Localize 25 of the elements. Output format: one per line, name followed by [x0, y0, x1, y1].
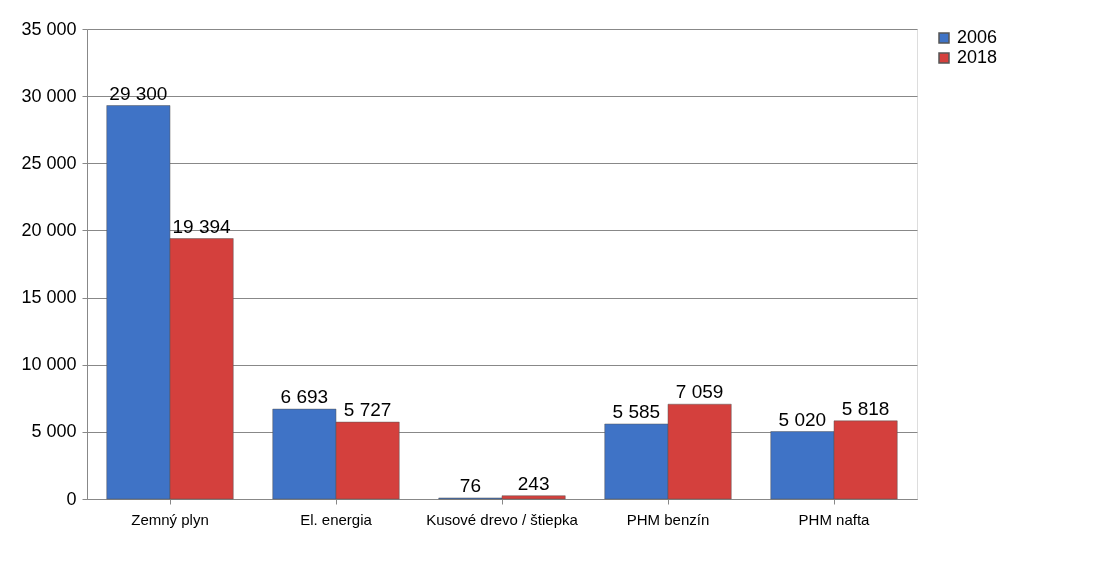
x-tick-label: Zemný plyn: [131, 510, 209, 528]
y-tick-label: 15 000: [21, 287, 77, 308]
legend-label: 2018: [957, 47, 998, 67]
y-tick-label: 5 000: [31, 421, 77, 442]
x-tick-label: Kusové drevo / štiepka: [426, 510, 579, 528]
y-tick-label: 0: [66, 488, 77, 509]
data-label: 7 059: [675, 381, 724, 403]
data-label: 243: [517, 472, 550, 494]
y-tick-label: 30 000: [21, 85, 77, 106]
y-tick-label: 35 000: [21, 18, 77, 39]
x-tick-label: PHM nafta: [798, 510, 871, 528]
legend-label: 2006: [957, 27, 998, 47]
y-tick-label: 25 000: [21, 152, 77, 173]
data-label: 5 585: [612, 401, 661, 422]
data-label: 5 727: [343, 399, 392, 421]
x-tick-label: El. energia: [300, 510, 373, 528]
data-label: 5 020: [778, 408, 827, 430]
data-label: 19 394: [172, 215, 232, 237]
data-label: 76: [459, 474, 481, 496]
y-tick-label: 20 000: [21, 219, 77, 240]
data-label: 29 300: [109, 82, 168, 104]
x-tick-label: PHM benzín: [626, 510, 710, 528]
data-label: 6 693: [280, 386, 329, 408]
y-tick-label: 10 000: [21, 354, 77, 375]
data-label: 5 818: [841, 397, 890, 419]
